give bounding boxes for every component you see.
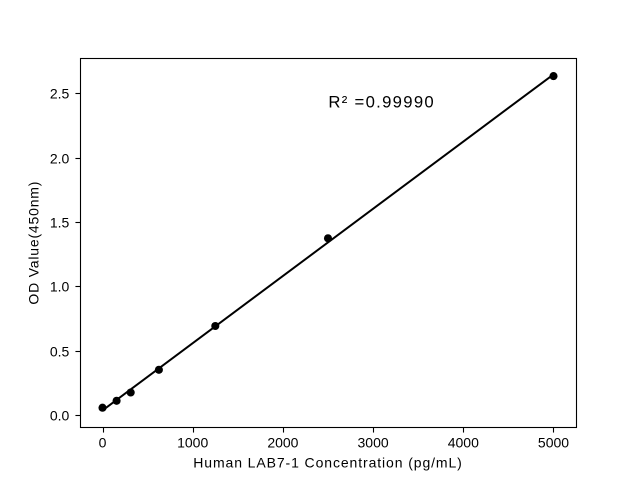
svg-text:1.5: 1.5 [50, 215, 70, 231]
svg-text:1.0: 1.0 [50, 279, 70, 295]
svg-text:OD Value(450nm): OD Value(450nm) [25, 181, 41, 305]
svg-text:2.0: 2.0 [50, 151, 70, 167]
svg-text:1000: 1000 [177, 435, 208, 451]
svg-text:2000: 2000 [267, 435, 298, 451]
svg-text:5000: 5000 [538, 435, 569, 451]
svg-text:0.5: 0.5 [50, 344, 70, 360]
svg-text:R² =0.99990: R² =0.99990 [328, 93, 435, 112]
svg-text:4000: 4000 [448, 435, 479, 451]
svg-text:Human LAB7-1 Concentration (pg: Human LAB7-1 Concentration (pg/mL) [193, 454, 463, 470]
svg-text:0.0: 0.0 [50, 408, 70, 424]
svg-text:2.5: 2.5 [50, 86, 70, 102]
svg-text:3000: 3000 [358, 435, 389, 451]
svg-text:0: 0 [99, 435, 107, 451]
